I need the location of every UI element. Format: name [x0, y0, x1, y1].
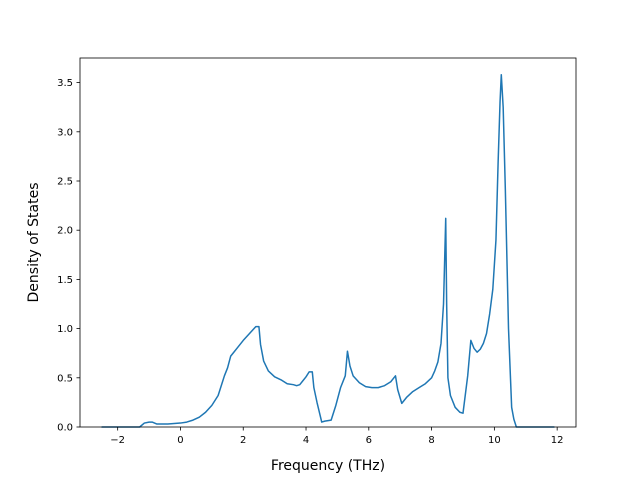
x-tick-label: 4: [303, 435, 309, 446]
y-tick-label: 0.5: [57, 373, 73, 384]
dos-series-line: [101, 73, 555, 428]
y-tick-label: 3.5: [57, 78, 73, 89]
x-tick-label: 12: [551, 435, 564, 446]
x-tick-label: 0: [177, 435, 183, 446]
x-axis-label: Frequency (THz): [271, 458, 385, 474]
y-tick-label: 3.0: [57, 127, 73, 138]
y-tick-label: 2.5: [57, 177, 73, 188]
plot-frame: [79, 57, 577, 428]
x-tick-label: 10: [488, 435, 501, 446]
x-tick-label: −2: [110, 435, 125, 446]
x-tick-label: 8: [428, 435, 434, 446]
y-axis-label: Density of States: [26, 183, 42, 303]
y-tick-label: 1.5: [57, 275, 73, 286]
ticks-layer: −2 0 2 4 6 8 10 12 0.0 0.5 1.0 1.5 2.0 2.5 3.0 3.5: [57, 78, 563, 446]
y-tick-label: 2.0: [57, 226, 73, 237]
x-tick-label: 6: [366, 435, 372, 446]
series-layer: [101, 73, 555, 428]
x-tick-label: 2: [240, 435, 246, 446]
y-tick-label: 0.0: [57, 423, 73, 434]
y-tick-label: 1.0: [57, 324, 73, 335]
